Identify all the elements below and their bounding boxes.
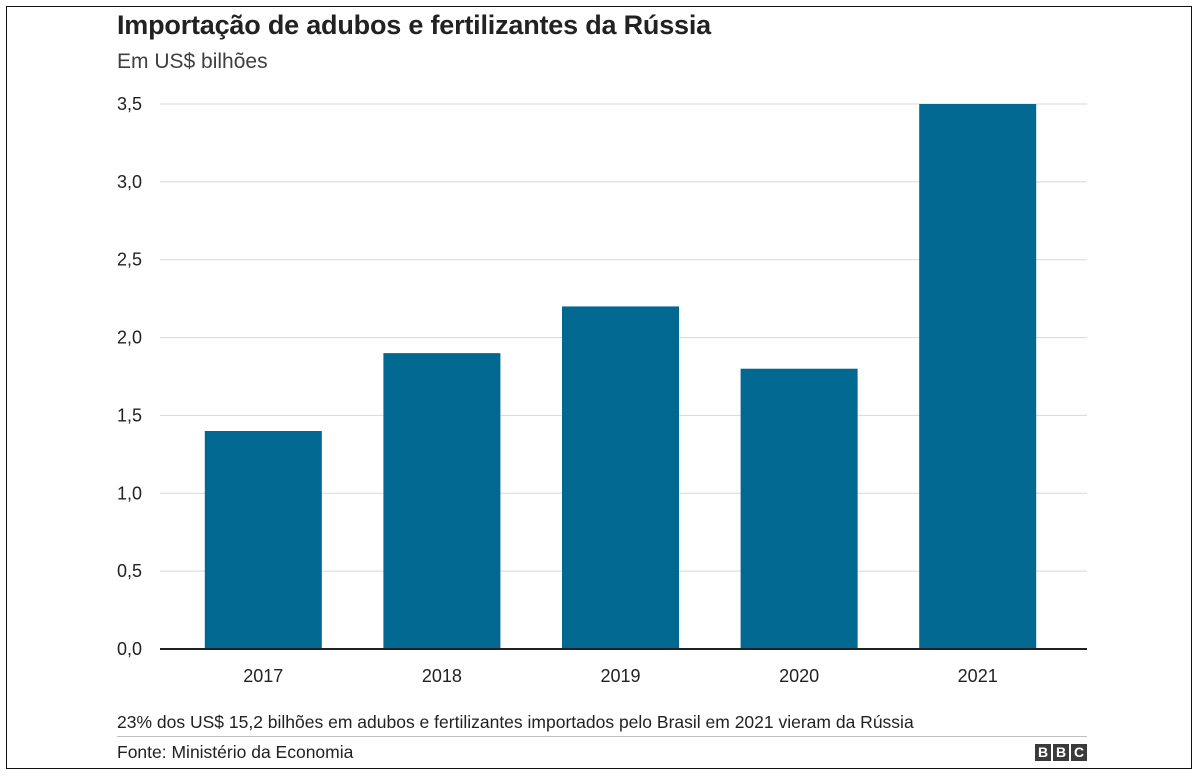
x-tick-label: 2019 <box>600 666 640 686</box>
bar-chart: 0,0 0,5 1,0 1,5 2,0 2,5 3,0 3,5 2017 2018 2019 2020… <box>117 94 1087 686</box>
bbc-logo-letter: B <box>1053 744 1069 761</box>
chart-title: Importação de adubos e fertilizantes da … <box>117 10 711 40</box>
bbc-logo-letter: C <box>1071 744 1087 761</box>
y-tick-label: 1,0 <box>117 483 142 503</box>
bar <box>383 353 501 649</box>
y-tick-label: 0,0 <box>117 639 142 659</box>
y-tick-label: 0,5 <box>117 561 142 581</box>
chart-note: 23% dos US$ 15,2 bilhões em adubos e fer… <box>117 712 914 732</box>
bar <box>740 368 858 649</box>
y-tick-label: 1,5 <box>117 405 142 425</box>
bar <box>204 431 322 649</box>
y-tick-label: 2,5 <box>117 250 142 270</box>
x-tick-label: 2021 <box>958 666 998 686</box>
bbc-logo-letter: B <box>1035 744 1051 761</box>
chart-source: Fonte: Ministério da Economia <box>117 742 354 762</box>
x-tick-label: 2018 <box>422 666 462 686</box>
y-tick-label: 2,0 <box>117 328 142 348</box>
y-tick-label: 3,0 <box>117 172 142 192</box>
bar <box>562 306 679 649</box>
x-tick-label: 2020 <box>779 666 819 686</box>
footer-divider <box>117 736 1087 737</box>
chart-subtitle: Em US$ bilhões <box>117 50 268 73</box>
bar <box>919 104 1037 649</box>
bbc-logo: B B C <box>1035 744 1087 761</box>
x-tick-label: 2017 <box>243 666 283 686</box>
y-tick-label: 3,5 <box>117 94 142 114</box>
